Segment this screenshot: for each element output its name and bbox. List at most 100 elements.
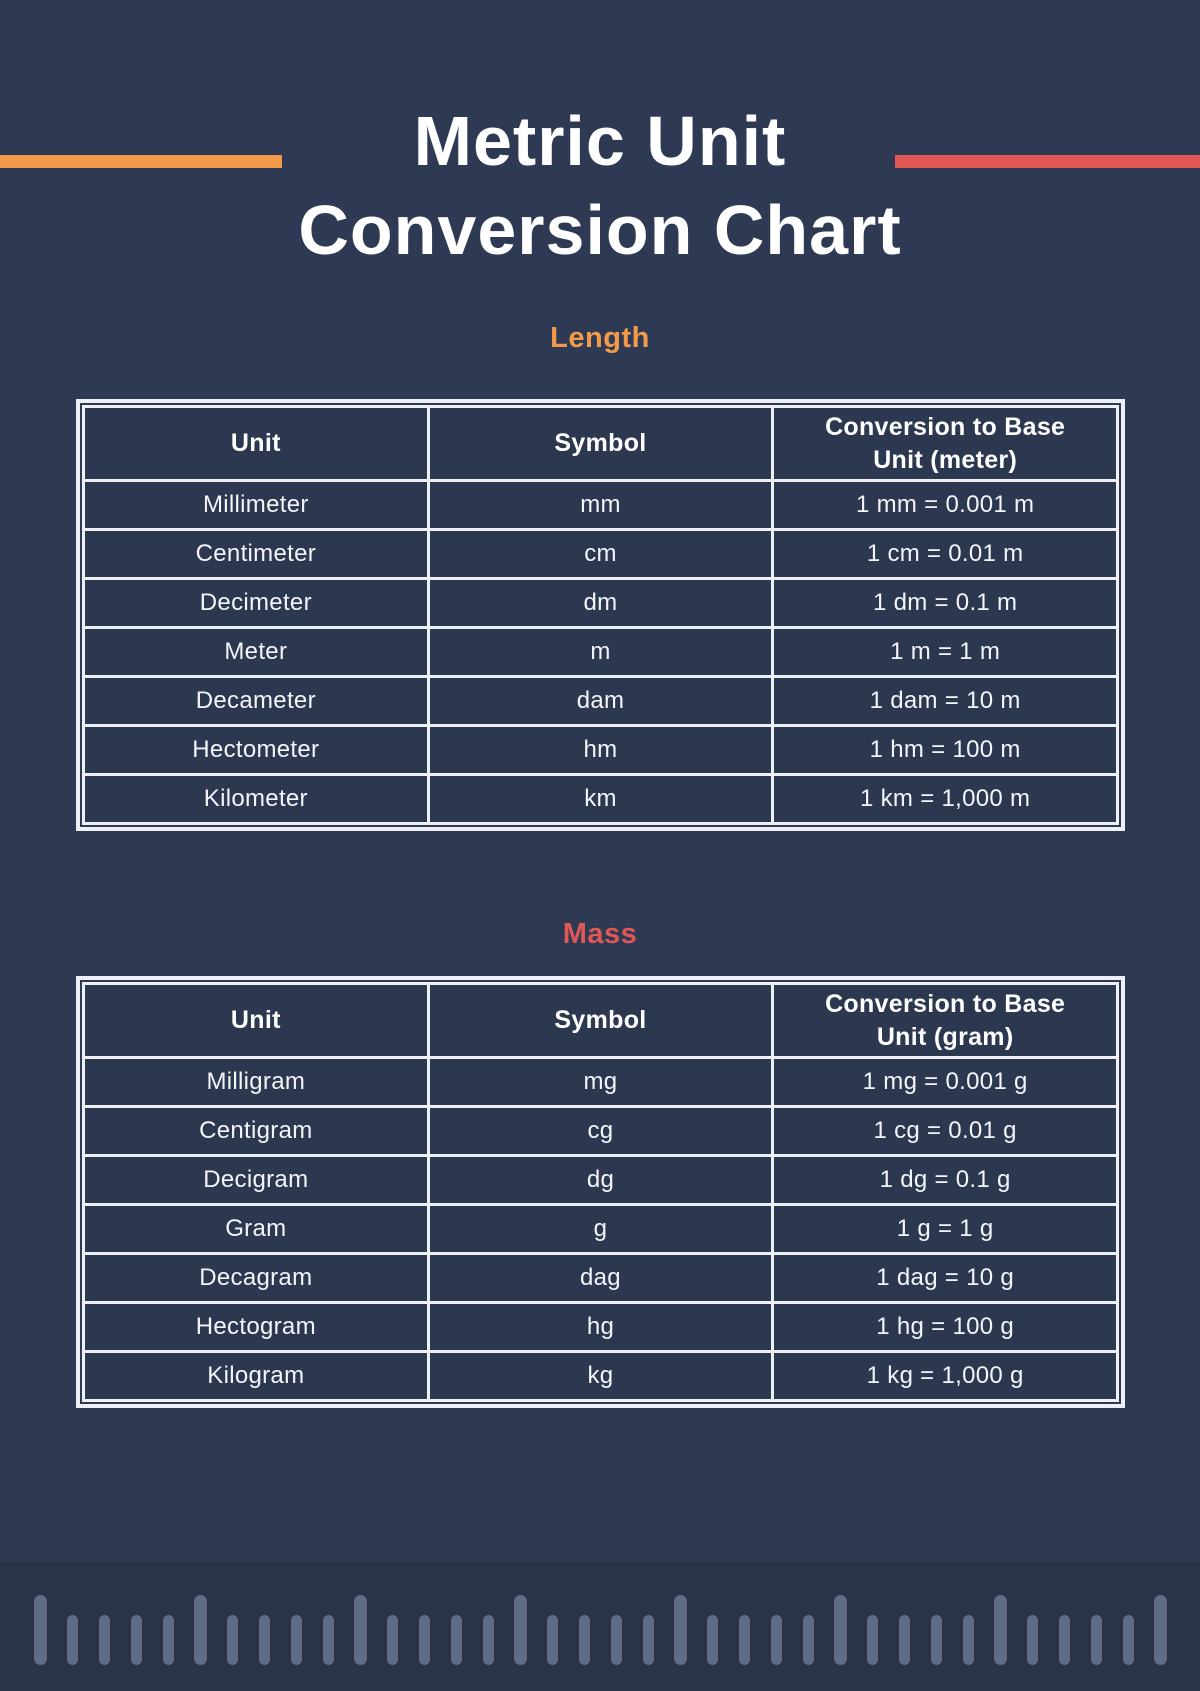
ruler-tick-slot [1016, 1595, 1048, 1665]
conversion-cell: 1 mm = 0.001 m [771, 479, 1119, 531]
table-row: Decigram dg 1 dg = 0.1 g [82, 1154, 1119, 1206]
ruler-minor-tick-icon [290, 1615, 302, 1665]
conversion-cell: 1 dag = 10 g [771, 1252, 1119, 1304]
ruler-tick-slot [408, 1595, 440, 1665]
ruler-tick-slot [216, 1595, 248, 1665]
ruler-tick-slot [728, 1595, 760, 1665]
ruler-tick-slot [344, 1595, 376, 1665]
ruler-tick-slot [632, 1595, 664, 1665]
conversion-cell: 1 m = 1 m [771, 626, 1119, 678]
unit-cell: Decimeter [82, 577, 430, 629]
mass-conversion-table: Unit Symbol Conversion to Base Unit (gra… [82, 982, 1119, 1402]
symbol-cell: dg [426, 1154, 775, 1206]
ruler-minor-tick-icon [770, 1615, 782, 1665]
ruler-major-tick-icon [673, 1595, 687, 1665]
length-table: Unit Symbol Conversion to Base Unit (met… [76, 399, 1125, 831]
ruler-major-tick-icon [353, 1595, 367, 1665]
conversion-cell: 1 km = 1,000 m [771, 773, 1119, 825]
ruler-tick-slot [856, 1595, 888, 1665]
title-left-dash [0, 155, 282, 168]
ruler-tick-slot [312, 1595, 344, 1665]
ruler-tick-slot [664, 1595, 696, 1665]
table-row: Centimeter cm 1 cm = 0.01 m [82, 528, 1119, 580]
ruler-tick-slot [952, 1595, 984, 1665]
symbol-cell: cg [426, 1105, 775, 1157]
conversion-cell: 1 dam = 10 m [771, 675, 1119, 727]
unit-cell: Gram [82, 1203, 430, 1255]
ruler-ticks [24, 1595, 1176, 1665]
table-header-row: Unit Symbol Conversion to Base Unit (gra… [82, 982, 1119, 1059]
title-right-dash [895, 155, 1200, 168]
ruler-tick-slot [568, 1595, 600, 1665]
table-row: Hectometer hm 1 hm = 100 m [82, 724, 1119, 776]
unit-cell: Kilogram [82, 1350, 430, 1402]
unit-cell: Millimeter [82, 479, 430, 531]
ruler-minor-tick-icon [418, 1615, 430, 1665]
symbol-cell: dam [426, 675, 775, 727]
table-row: Kilometer km 1 km = 1,000 m [82, 773, 1119, 825]
conversion-cell: 1 hm = 100 m [771, 724, 1119, 776]
unit-cell: Hectometer [82, 724, 430, 776]
column-header-conversion: Conversion to Base Unit (gram) [771, 982, 1119, 1059]
ruler-tick-slot [984, 1595, 1016, 1665]
symbol-cell: kg [426, 1350, 775, 1402]
table-row: Decameter dam 1 dam = 10 m [82, 675, 1119, 727]
table-header-row: Unit Symbol Conversion to Base Unit (met… [82, 405, 1119, 482]
ruler-tick-slot [152, 1595, 184, 1665]
mass-table-head: Unit Symbol Conversion to Base Unit (gra… [82, 982, 1119, 1059]
unit-cell: Meter [82, 626, 430, 678]
ruler-minor-tick-icon [130, 1615, 142, 1665]
ruler-tick-slot [440, 1595, 472, 1665]
ruler-major-tick-icon [1153, 1595, 1167, 1665]
length-section-heading: Length [550, 322, 650, 354]
ruler-tick-slot [376, 1595, 408, 1665]
ruler-tick-slot [248, 1595, 280, 1665]
page-title-line2: Conversion Chart [298, 191, 902, 269]
ruler-major-tick-icon [833, 1595, 847, 1665]
ruler-tick-slot [696, 1595, 728, 1665]
unit-cell: Kilometer [82, 773, 430, 825]
mass-section-heading: Mass [562, 918, 638, 950]
column-header-unit: Unit [82, 405, 430, 482]
table-row: Meter m 1 m = 1 m [82, 626, 1119, 678]
ruler-tick-slot [1144, 1595, 1176, 1665]
ruler-minor-tick-icon [802, 1615, 814, 1665]
ruler-tick-slot [1080, 1595, 1112, 1665]
ruler-minor-tick-icon [162, 1615, 174, 1665]
ruler-minor-tick-icon [738, 1615, 750, 1665]
ruler-tick-slot [504, 1595, 536, 1665]
column-header-symbol: Symbol [426, 405, 775, 482]
symbol-cell: hg [426, 1301, 775, 1353]
table-row: Centigram cg 1 cg = 0.01 g [82, 1105, 1119, 1157]
unit-cell: Centimeter [82, 528, 430, 580]
conversion-cell: 1 dg = 0.1 g [771, 1154, 1119, 1206]
unit-cell: Decagram [82, 1252, 430, 1304]
ruler-tick-slot [760, 1595, 792, 1665]
conversion-cell: 1 g = 1 g [771, 1203, 1119, 1255]
ruler-minor-tick-icon [482, 1615, 494, 1665]
conversion-cell: 1 dm = 0.1 m [771, 577, 1119, 629]
ruler-tick-slot [1048, 1595, 1080, 1665]
symbol-cell: mm [426, 479, 775, 531]
symbol-cell: dag [426, 1252, 775, 1304]
table-row: Milligram mg 1 mg = 0.001 g [82, 1056, 1119, 1108]
symbol-cell: m [426, 626, 775, 678]
ruler-minor-tick-icon [1090, 1615, 1102, 1665]
ruler-minor-tick-icon [642, 1615, 654, 1665]
ruler-minor-tick-icon [578, 1615, 590, 1665]
column-header-conversion: Conversion to Base Unit (meter) [771, 405, 1119, 482]
ruler-tick-slot [888, 1595, 920, 1665]
conversion-cell: 1 cg = 0.01 g [771, 1105, 1119, 1157]
unit-cell: Decigram [82, 1154, 430, 1206]
ruler-minor-tick-icon [386, 1615, 398, 1665]
unit-cell: Decameter [82, 675, 430, 727]
ruler-minor-tick-icon [706, 1615, 718, 1665]
table-row: Gram g 1 g = 1 g [82, 1203, 1119, 1255]
unit-cell: Milligram [82, 1056, 430, 1108]
mass-table: Unit Symbol Conversion to Base Unit (gra… [76, 976, 1125, 1408]
table-row: Millimeter mm 1 mm = 0.001 m [82, 479, 1119, 531]
ruler-minor-tick-icon [546, 1615, 558, 1665]
ruler-minor-tick-icon [450, 1615, 462, 1665]
ruler-minor-tick-icon [898, 1615, 910, 1665]
